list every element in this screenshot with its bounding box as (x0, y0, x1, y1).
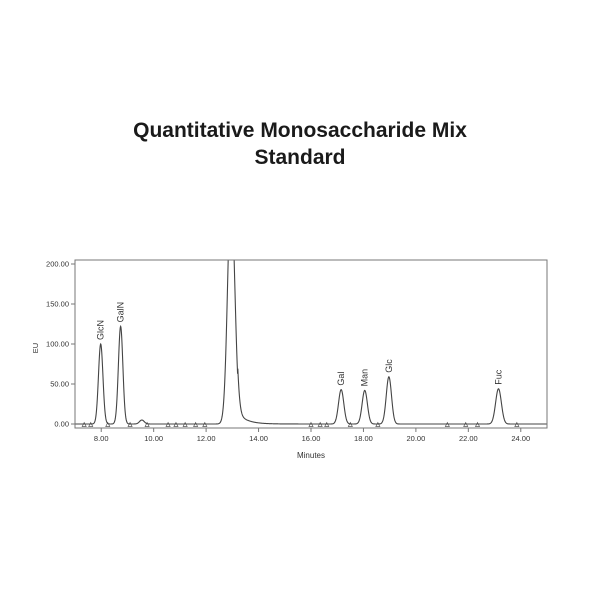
y-tick-label-0: 0.00 (54, 420, 69, 429)
axes: 8.00 10.00 12.00 14.00 16.00 18.00 20.00 22.00 2… (46, 260, 530, 444)
x-tick-label-7: 22.00 (459, 434, 478, 443)
x-axis-label: Minutes (297, 451, 325, 460)
chart-title-line-1: Quantitative Monosaccharide Mix (133, 119, 467, 142)
x-tick-label-3: 14.00 (249, 434, 268, 443)
peak-label-galn: GalN (116, 302, 126, 323)
y-tick-label-2: 100.00 (46, 340, 69, 349)
x-tick-label-4: 16.00 (302, 434, 321, 443)
chart-title-line-2: Standard (254, 146, 346, 169)
peak-label-glc: Glc (384, 359, 394, 373)
baseline-marker-4 (144, 421, 150, 427)
y-tick-label-3: 150.00 (46, 300, 69, 309)
x-tick-label-8: 24.00 (511, 434, 530, 443)
y-tick-label-1: 50.00 (50, 380, 69, 389)
x-tick-label-2: 12.00 (197, 434, 216, 443)
plot-frame (74, 259, 548, 429)
x-tick-label-6: 20.00 (406, 434, 425, 443)
x-tick-label-0: 8.00 (94, 434, 109, 443)
peak-label-man: Man (360, 369, 370, 387)
peak-labels: GlcN GalN Gal Man Glc Fuc (96, 302, 504, 387)
peak-label-fuc: Fuc (493, 369, 503, 385)
x-tick-label-5: 18.00 (354, 434, 373, 443)
chromatogram-trace (75, 260, 547, 425)
y-axis-label: EU (31, 343, 40, 353)
x-tick-label-1: 10.00 (144, 434, 163, 443)
peak-label-gal: Gal (336, 372, 346, 386)
baseline-marker-2 (105, 421, 111, 427)
peak-label-glcn: GlcN (96, 320, 106, 340)
y-tick-label-4: 200.00 (46, 260, 69, 269)
